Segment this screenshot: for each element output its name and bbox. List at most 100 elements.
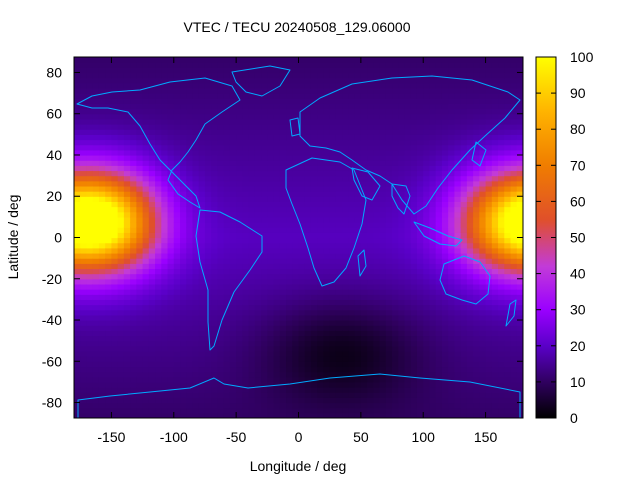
heatmap-cell <box>304 175 312 182</box>
heatmap-cell <box>279 201 287 208</box>
heatmap-cell <box>74 325 81 331</box>
heatmap-cell <box>273 232 281 239</box>
heatmap-cell <box>198 252 206 259</box>
heatmap-cell <box>360 196 368 202</box>
heatmap-cell <box>286 283 293 290</box>
heatmap-cell <box>192 325 200 331</box>
heatmap-cell <box>223 361 231 368</box>
heatmap-cell <box>223 185 231 192</box>
heatmap-cell <box>404 201 412 208</box>
heatmap-cell <box>248 320 256 326</box>
heatmap-cell <box>286 191 293 197</box>
heatmap-cell <box>74 402 81 409</box>
heatmap-cell <box>286 252 293 259</box>
heatmap-cell <box>286 289 293 295</box>
heatmap-cell <box>92 247 100 254</box>
heatmap-cell <box>504 361 512 368</box>
heatmap-cell <box>248 289 256 295</box>
heatmap-cell <box>317 77 325 84</box>
heatmap-cell <box>317 98 325 105</box>
heatmap-cell <box>198 165 206 172</box>
heatmap-cell <box>304 180 312 187</box>
heatmap-cell <box>292 340 300 347</box>
heatmap-cell <box>342 361 349 368</box>
heatmap-cell <box>485 144 493 151</box>
heatmap-cell <box>279 376 287 383</box>
heatmap-cell <box>516 387 523 393</box>
heatmap-cell <box>273 278 281 285</box>
heatmap-cell <box>485 180 493 187</box>
heatmap-cell <box>223 320 231 326</box>
heatmap-cell <box>161 289 169 295</box>
heatmap-cell <box>105 222 113 228</box>
heatmap-cell <box>498 263 505 270</box>
heatmap-cell <box>198 124 206 130</box>
heatmap-cell <box>98 412 106 418</box>
heatmap-cell <box>398 134 406 141</box>
heatmap-cell <box>111 237 119 244</box>
heatmap-cell <box>373 227 381 233</box>
heatmap-cell <box>74 412 81 418</box>
heatmap-cell <box>148 222 156 228</box>
heatmap-cell <box>479 211 487 218</box>
heatmap-cell <box>354 72 362 79</box>
heatmap-cell <box>404 216 412 223</box>
heatmap-cell <box>248 304 256 311</box>
heatmap-cell <box>136 376 144 383</box>
heatmap-cell <box>429 67 437 74</box>
heatmap-cell <box>180 237 187 244</box>
heatmap-cell <box>286 129 293 135</box>
heatmap-cell <box>279 113 287 120</box>
heatmap-cell <box>198 103 206 110</box>
heatmap-cell <box>80 216 88 223</box>
heatmap-cell <box>211 129 219 135</box>
heatmap-cell <box>261 222 268 228</box>
heatmap-cell <box>155 185 162 192</box>
heatmap-cell <box>329 397 337 404</box>
heatmap-cell <box>385 314 393 321</box>
heatmap-cell <box>123 356 131 362</box>
heatmap-cell <box>423 82 431 89</box>
heatmap-cell <box>435 407 443 414</box>
heatmap-cell <box>142 335 150 342</box>
heatmap-cell <box>504 170 512 177</box>
heatmap-cell <box>491 263 499 270</box>
heatmap-cell <box>161 191 169 197</box>
heatmap-cell <box>410 350 418 357</box>
heatmap-cell <box>204 62 212 68</box>
heatmap-cell <box>254 211 262 218</box>
heatmap-cell <box>479 387 487 393</box>
heatmap-cell <box>398 72 406 79</box>
heatmap-cell <box>392 412 399 418</box>
heatmap-cell <box>398 299 406 306</box>
heatmap-cell <box>404 366 412 373</box>
heatmap-cell <box>435 139 443 146</box>
heatmap-cell <box>123 325 131 331</box>
heatmap-cell <box>292 335 300 342</box>
heatmap-cell <box>111 397 119 404</box>
heatmap-cell <box>223 273 231 280</box>
heatmap-cell <box>211 87 219 94</box>
heatmap-cell <box>479 134 487 141</box>
heatmap-cell <box>86 242 94 249</box>
heatmap-cell <box>204 227 212 233</box>
heatmap-cell <box>304 185 312 192</box>
heatmap-cell <box>254 299 262 306</box>
heatmap-cell <box>229 263 237 270</box>
heatmap-cell <box>180 103 187 110</box>
heatmap-cell <box>460 294 468 300</box>
heatmap-cell <box>217 258 225 264</box>
heatmap-cell <box>80 222 88 228</box>
heatmap-cell <box>304 268 312 275</box>
heatmap-cell <box>360 294 368 300</box>
heatmap-cell <box>173 340 181 347</box>
heatmap-cell <box>136 299 144 306</box>
heatmap-cell <box>348 366 356 373</box>
heatmap-cell <box>186 407 194 414</box>
heatmap-cell <box>298 330 306 337</box>
heatmap-cell <box>385 154 393 161</box>
heatmap-cell <box>385 77 393 84</box>
heatmap-cell <box>498 407 505 414</box>
heatmap-cell <box>279 304 287 311</box>
